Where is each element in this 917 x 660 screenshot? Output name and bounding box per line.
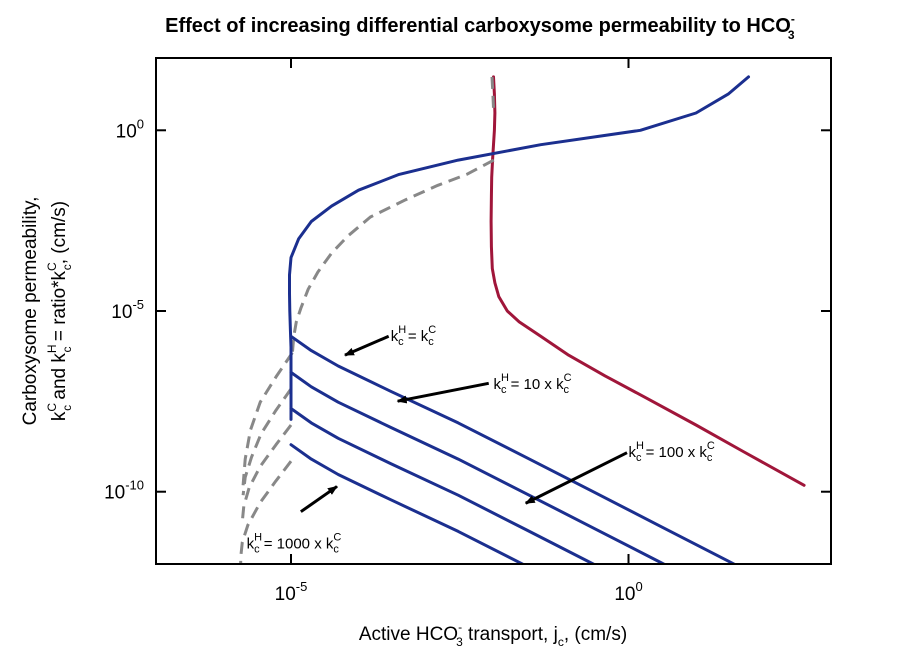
series-line-9 bbox=[289, 370, 667, 564]
tick-layer: 10-5 100 100 10-5 10-10 bbox=[104, 58, 831, 605]
series-line-11 bbox=[289, 443, 526, 564]
x-axis-label: Active HCO-3 transport, jc, (cm/s) bbox=[359, 620, 627, 649]
y-tick-label-0: 100 bbox=[116, 116, 144, 142]
y-tick-label-1: 10-5 bbox=[111, 297, 144, 323]
annotation-layer: kH c = kC c kH c = 10 x kC c kH c = 100 x kC c kH… bbox=[247, 324, 715, 556]
series-layer bbox=[239, 75, 806, 564]
annotation-label-0: kH c = kC c bbox=[391, 324, 437, 348]
chart-title: Effect of increasing differential carbox… bbox=[165, 12, 795, 42]
annotation-label-2: kH c = 100 x kC c bbox=[629, 440, 715, 464]
series-line-7 bbox=[288, 75, 750, 421]
annotation-label-1: kH c = 10 x kC c bbox=[494, 372, 572, 396]
series-line-3 bbox=[241, 351, 294, 486]
x-tick-label-0: 10-5 bbox=[275, 579, 308, 605]
y-tick-label-2: 10-10 bbox=[104, 478, 144, 504]
series-line-0 bbox=[489, 75, 806, 487]
plot-area: 10-5 100 100 10-5 10-10 kH c = kC c kH c = 10 x … bbox=[104, 57, 832, 605]
series-line-4 bbox=[241, 388, 293, 496]
series-line-2 bbox=[290, 158, 495, 353]
series-line-8 bbox=[289, 334, 738, 564]
series-line-5 bbox=[240, 424, 293, 522]
annotation-arrow-0 bbox=[344, 334, 390, 357]
x-tick-label-1: 100 bbox=[614, 579, 642, 605]
series-line-6 bbox=[239, 460, 293, 564]
series-line-1 bbox=[490, 76, 495, 109]
annotation-arrow-2 bbox=[524, 451, 628, 505]
y-axis-label: Carboxysome permeability, kCc and kHc = … bbox=[20, 197, 74, 426]
annotation-arrow-3 bbox=[300, 485, 338, 513]
y-axis-label-line2: kCc and kHc = ratio*kCc, (cm/s) bbox=[45, 201, 74, 421]
series-line-10 bbox=[289, 407, 597, 564]
annotation-arrow-1 bbox=[396, 381, 490, 404]
annotation-label-3: kH c = 1000 x kC c bbox=[247, 531, 342, 555]
y-axis-label-line1: Carboxysome permeability, bbox=[20, 197, 41, 426]
